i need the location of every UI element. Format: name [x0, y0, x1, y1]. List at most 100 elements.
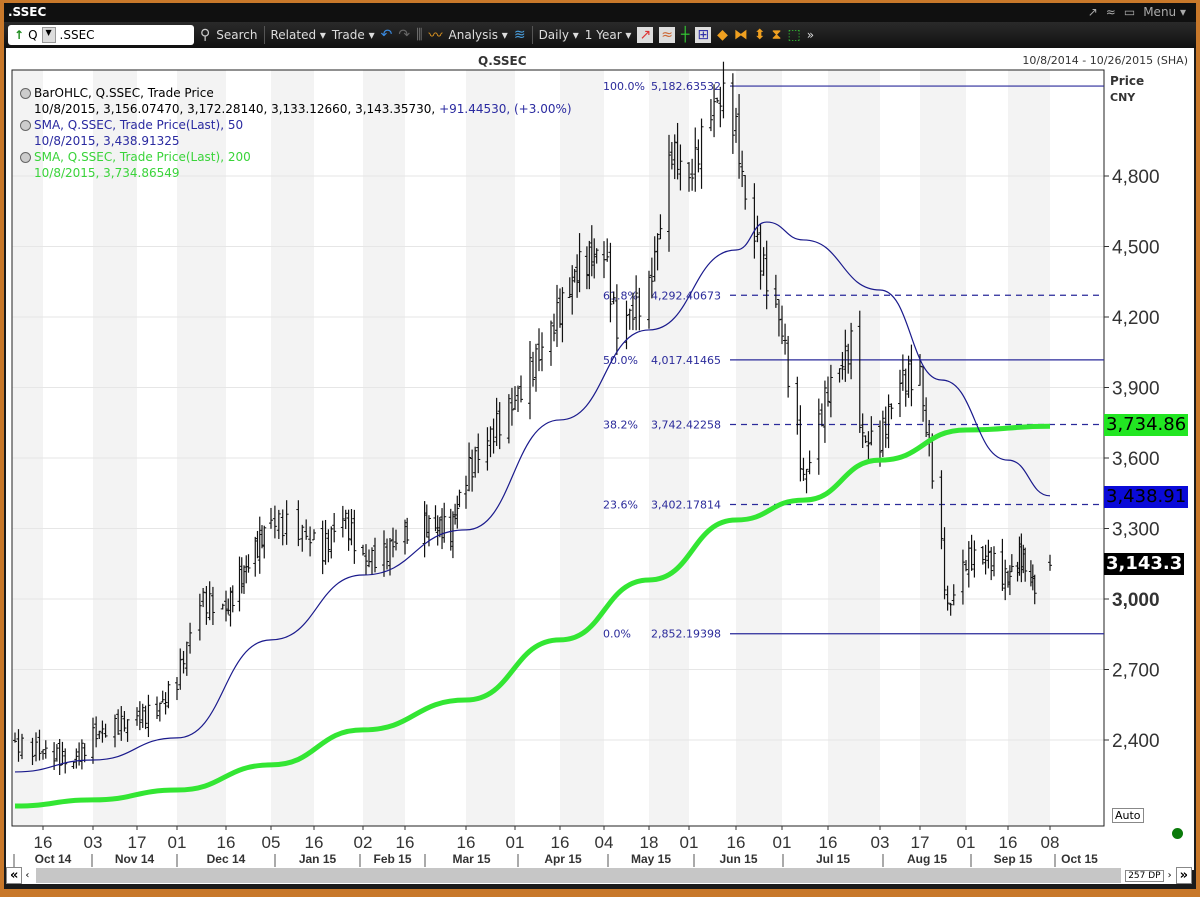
zoom-horizontal-icon[interactable]: ⧓	[733, 27, 748, 43]
ohlc-bar	[819, 403, 824, 427]
redo-icon[interactable]: ↷	[398, 27, 411, 43]
ohlc-bar	[672, 134, 677, 180]
scroll-left-button[interactable]: ‹	[25, 870, 30, 881]
undo-icon[interactable]: ↶	[380, 27, 393, 43]
ohlc-bar	[801, 457, 806, 481]
ohlc-bar	[690, 158, 695, 191]
clock-icon[interactable]	[20, 119, 31, 131]
menu-button[interactable]: Menu ▾	[1143, 5, 1186, 19]
ohlc-bar	[555, 284, 559, 347]
ric-prefix[interactable]: Q	[28, 28, 38, 42]
auto-scale-button[interactable]: Auto	[1112, 808, 1144, 823]
ohlc-bar	[255, 530, 260, 559]
ohlc-bar	[972, 540, 977, 578]
ohlc-bar	[712, 84, 717, 138]
scroll-first-button[interactable]: «	[6, 867, 23, 884]
pan-vertical-icon[interactable]: ⬍	[753, 27, 766, 43]
search-icon[interactable]: ⚲	[200, 27, 211, 43]
range-menu[interactable]: 1 Year ▾	[584, 28, 632, 42]
ohlc-bar	[30, 737, 35, 766]
x-tick-label: 08	[1041, 833, 1060, 852]
ohlc-bar	[866, 431, 871, 462]
collapse-icon[interactable]: ≈	[1105, 5, 1116, 19]
y-tick-label: 2,400	[1112, 731, 1160, 752]
studies-icon[interactable]: ≋	[513, 27, 526, 43]
fib-percent: 0.0%	[603, 628, 631, 641]
ohlc-bar	[450, 511, 455, 559]
popout-icon[interactable]: ↗	[1087, 5, 1098, 19]
fib-percent: 50.0%	[603, 354, 638, 367]
scroll-last-button[interactable]: »	[1175, 867, 1192, 884]
ohlc-bar	[552, 313, 556, 342]
crosshair-icon[interactable]: ┼	[680, 27, 690, 43]
compare-chart-icon[interactable]: ≈	[659, 27, 675, 43]
ohlc-bar	[708, 99, 713, 132]
line-chart-icon[interactable]: ↗	[637, 27, 654, 43]
ohlc-bar	[346, 509, 351, 551]
axis-title: Price	[1110, 74, 1145, 88]
analysis-icon[interactable]: 〰	[428, 28, 443, 44]
ohlc-bar	[737, 94, 742, 179]
scroll-track[interactable]	[36, 868, 1122, 883]
ohlc-bar	[494, 397, 499, 447]
ohlc-bar	[220, 603, 225, 610]
datapoints-box[interactable]: 257 DP	[1125, 869, 1164, 882]
maximize-icon[interactable]: ▭	[1123, 5, 1136, 19]
select-icon[interactable]: ⬚	[787, 27, 801, 43]
scroll-right-button[interactable]: ›	[1167, 870, 1172, 881]
ohlc-bar	[137, 701, 142, 731]
ohlc-bar	[575, 254, 580, 298]
ohlc-bar	[257, 516, 262, 574]
search-button[interactable]: Search	[216, 28, 258, 42]
clock-icon[interactable]	[20, 87, 31, 99]
ohlc-bar	[721, 61, 726, 119]
zoom-box-icon[interactable]: ⊞	[695, 27, 712, 43]
analysis-menu[interactable]: Analysis ▾	[448, 28, 508, 42]
bar-type-icon[interactable]: ⫼	[416, 27, 423, 43]
zoom-vertical-icon[interactable]: ⧗	[771, 27, 782, 43]
legend-sma200-title: SMA, Q.SSEC, Trade Price(Last), 200	[34, 150, 251, 164]
ohlc-bar	[634, 275, 639, 331]
x-tick-label: 01	[506, 833, 525, 852]
legend-sma200-value: 10/8/2015, 3,734.86549	[34, 166, 180, 180]
ohlc-bar	[1009, 554, 1014, 573]
ohlc-bar	[773, 274, 778, 308]
legend-ohlc-title: BarOHLC, Q.SSEC, Trade Price	[34, 86, 214, 100]
related-menu[interactable]: Related ▾	[270, 28, 326, 42]
divider	[263, 26, 265, 44]
ohlc-bar	[752, 183, 757, 259]
legend-sma50-title: SMA, Q.SSEC, Trade Price(Last), 50	[34, 118, 244, 132]
ohlc-bar	[567, 277, 572, 299]
ohlc-bar	[280, 509, 285, 546]
interval-menu[interactable]: Daily ▾	[538, 28, 579, 42]
ohlc-bar	[506, 394, 511, 444]
ohlc-bar	[197, 593, 202, 641]
pan-horizontal-icon[interactable]: ◆	[717, 27, 728, 43]
month-shade	[828, 70, 880, 826]
clock-icon[interactable]	[20, 151, 31, 163]
ohlc-bar	[614, 284, 619, 355]
month-label: Dec 14	[207, 852, 246, 866]
ohlc-bar	[519, 375, 523, 403]
month-label: Jan 15	[299, 852, 337, 866]
symbol-input[interactable]	[59, 28, 170, 42]
date-range: 10/8/2014 - 10/26/2015 (SHA)	[1022, 54, 1188, 67]
ohlc-bar	[589, 225, 594, 277]
month-label: May 15	[631, 852, 671, 866]
ohlc-bar	[863, 435, 868, 444]
legend-ohlc-values: 10/8/2015, 3,156.07470, 3,172.28140, 3,1…	[34, 102, 436, 116]
ohlc-bar	[160, 690, 165, 703]
more-button[interactable]: »	[806, 28, 815, 42]
ohlc-bar	[528, 341, 532, 420]
ohlc-bar	[558, 288, 562, 328]
ohlc-bar	[1032, 574, 1037, 605]
ohlc-bar	[699, 118, 704, 189]
trade-menu[interactable]: Trade ▾	[331, 28, 375, 42]
ohlc-bar	[343, 509, 348, 530]
ohlc-bar	[352, 509, 357, 564]
scrollbar[interactable]: « ‹ 257 DP › »	[6, 867, 1192, 884]
ohlc-bar	[207, 581, 212, 621]
ric-dropdown[interactable]: ▼	[41, 27, 56, 43]
ohlc-bar	[780, 305, 784, 345]
